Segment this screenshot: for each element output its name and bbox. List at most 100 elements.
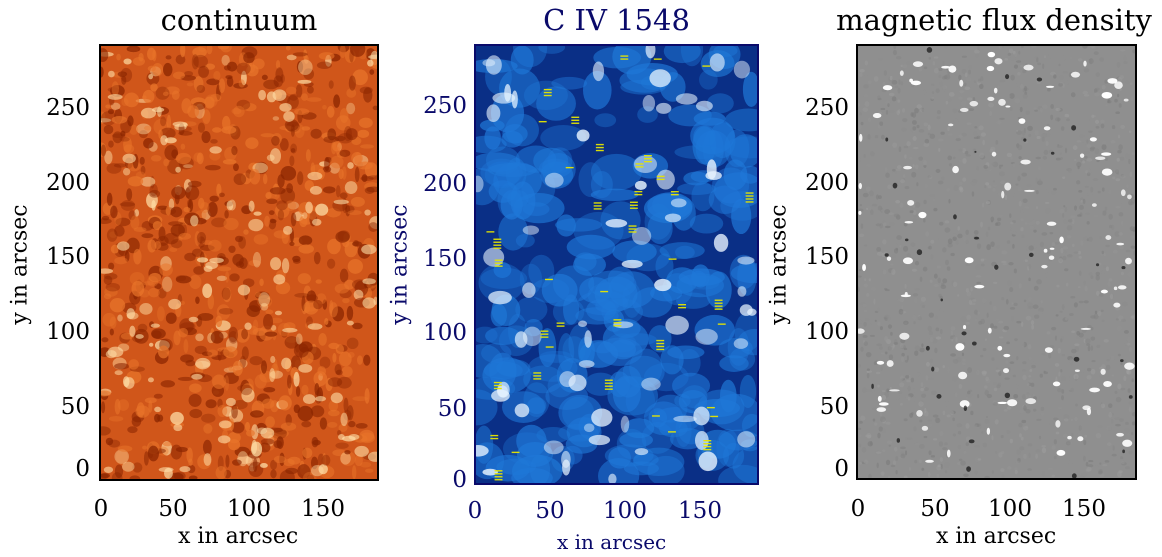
magnetic-noise xyxy=(984,475,990,478)
magnetic-noise xyxy=(913,426,917,432)
magnetic-noise xyxy=(1089,46,1096,48)
magnetic-noise xyxy=(863,283,868,288)
magnetic-noise xyxy=(1080,199,1083,203)
magnetic-noise xyxy=(1107,98,1110,103)
civ-bright-patch xyxy=(737,431,756,448)
magnetic-noise xyxy=(978,83,984,89)
civ-bright-patch xyxy=(482,468,498,476)
magnetic-noise xyxy=(860,223,864,229)
magnetic-noise xyxy=(899,382,905,388)
magnetic-noise xyxy=(945,100,949,105)
continuum-granule xyxy=(101,337,109,343)
magnetic-noise xyxy=(953,185,959,191)
x-tick: 100 xyxy=(603,498,647,524)
magnetic-noise xyxy=(1062,176,1066,179)
civ-marker xyxy=(604,382,613,384)
magnetic-positive-patch xyxy=(1113,286,1118,291)
magnetic-noise xyxy=(974,444,980,448)
continuum-granule xyxy=(290,148,296,153)
x-tick: 0 xyxy=(93,496,109,522)
continuum-bright-point xyxy=(244,322,252,330)
magnetic-negative-patch xyxy=(892,182,898,189)
magnetic-noise xyxy=(1132,381,1135,386)
magnetic-noise xyxy=(1086,144,1092,149)
continuum-granule xyxy=(270,257,282,271)
civ-network xyxy=(619,432,653,448)
magnetic-positive-patch xyxy=(987,96,995,102)
continuum-granule xyxy=(295,84,303,98)
continuum-granule xyxy=(336,376,352,389)
magnetic-noise xyxy=(935,168,941,173)
y-axis-label: y in arcsec xyxy=(766,204,792,325)
magnetic-noise xyxy=(1101,187,1105,192)
continuum-bright-point xyxy=(108,70,115,78)
magnetic-noise xyxy=(1047,467,1054,470)
magnetic-noise xyxy=(1129,310,1135,313)
magnetic-noise xyxy=(895,168,902,171)
magnetic-noise xyxy=(875,194,879,200)
magnetic-noise xyxy=(902,245,909,252)
magnetic-noise xyxy=(1026,245,1029,251)
magnetic-noise xyxy=(979,152,985,159)
magnetic-noise xyxy=(863,309,868,313)
continuum-granule xyxy=(326,258,336,269)
magnetic-noise xyxy=(1006,406,1012,410)
magnetic-noise xyxy=(1094,465,1099,472)
magnetic-noise xyxy=(1029,369,1033,372)
magnetic-noise xyxy=(1014,98,1021,104)
civ-marker xyxy=(494,259,503,261)
continuum-granule xyxy=(127,176,144,187)
continuum-granule xyxy=(297,79,312,84)
magnetic-noise xyxy=(923,199,927,205)
magnetic-noise xyxy=(1079,134,1085,138)
magnetic-noise xyxy=(934,367,940,373)
continuum-granule xyxy=(209,195,219,202)
magnetic-noise xyxy=(912,314,917,320)
continuum-granule xyxy=(358,117,373,128)
civ-bright-patch xyxy=(588,434,611,446)
continuum-granule xyxy=(144,397,157,404)
continuum-granule xyxy=(298,244,314,254)
magnetic-noise xyxy=(1045,140,1049,147)
continuum-granule xyxy=(193,54,209,68)
civ-marker xyxy=(540,333,549,335)
magnetic-noise xyxy=(980,318,985,325)
magnetic-noise xyxy=(964,72,968,78)
continuum-granule xyxy=(344,450,351,455)
civ-network xyxy=(590,153,642,191)
continuum-granule xyxy=(278,395,292,411)
civ-network xyxy=(667,345,705,360)
magnetic-noise xyxy=(921,107,925,113)
y-tick: 0 xyxy=(834,456,849,482)
magnetic-noise xyxy=(937,68,943,72)
magnetic-noise xyxy=(946,266,951,271)
magnetic-noise xyxy=(1057,347,1061,354)
magnetic-noise xyxy=(889,222,895,226)
continuum-granule xyxy=(117,445,133,452)
magnetic-noise xyxy=(981,298,987,304)
magnetic-noise xyxy=(930,455,935,458)
civ-network xyxy=(558,394,603,431)
magnetic-noise xyxy=(1099,236,1102,240)
civ-marker xyxy=(706,406,715,409)
magnetic-positive-patch xyxy=(1005,105,1011,108)
magnetic-noise xyxy=(953,233,957,238)
magnetic-positive-patch xyxy=(909,78,913,83)
magnetic-noise xyxy=(1010,155,1013,160)
magnetic-noise xyxy=(960,316,967,322)
magnetic-noise xyxy=(1104,206,1108,211)
continuum-granule xyxy=(109,328,114,336)
magnetic-noise xyxy=(1086,168,1092,174)
magnetic-noise xyxy=(860,415,866,421)
continuum-granule xyxy=(223,346,238,359)
magnetic-noise xyxy=(891,80,898,85)
magnetic-positive-patch xyxy=(878,402,889,406)
magnetic-noise xyxy=(1100,119,1105,124)
magnetic-noise xyxy=(980,263,985,267)
continuum-granule xyxy=(226,76,234,88)
continuum-granule xyxy=(165,312,177,324)
civ-marker xyxy=(604,379,613,381)
continuum-granule xyxy=(361,174,368,183)
magnetic-noise xyxy=(1090,336,1096,341)
continuum-granule xyxy=(139,303,153,315)
